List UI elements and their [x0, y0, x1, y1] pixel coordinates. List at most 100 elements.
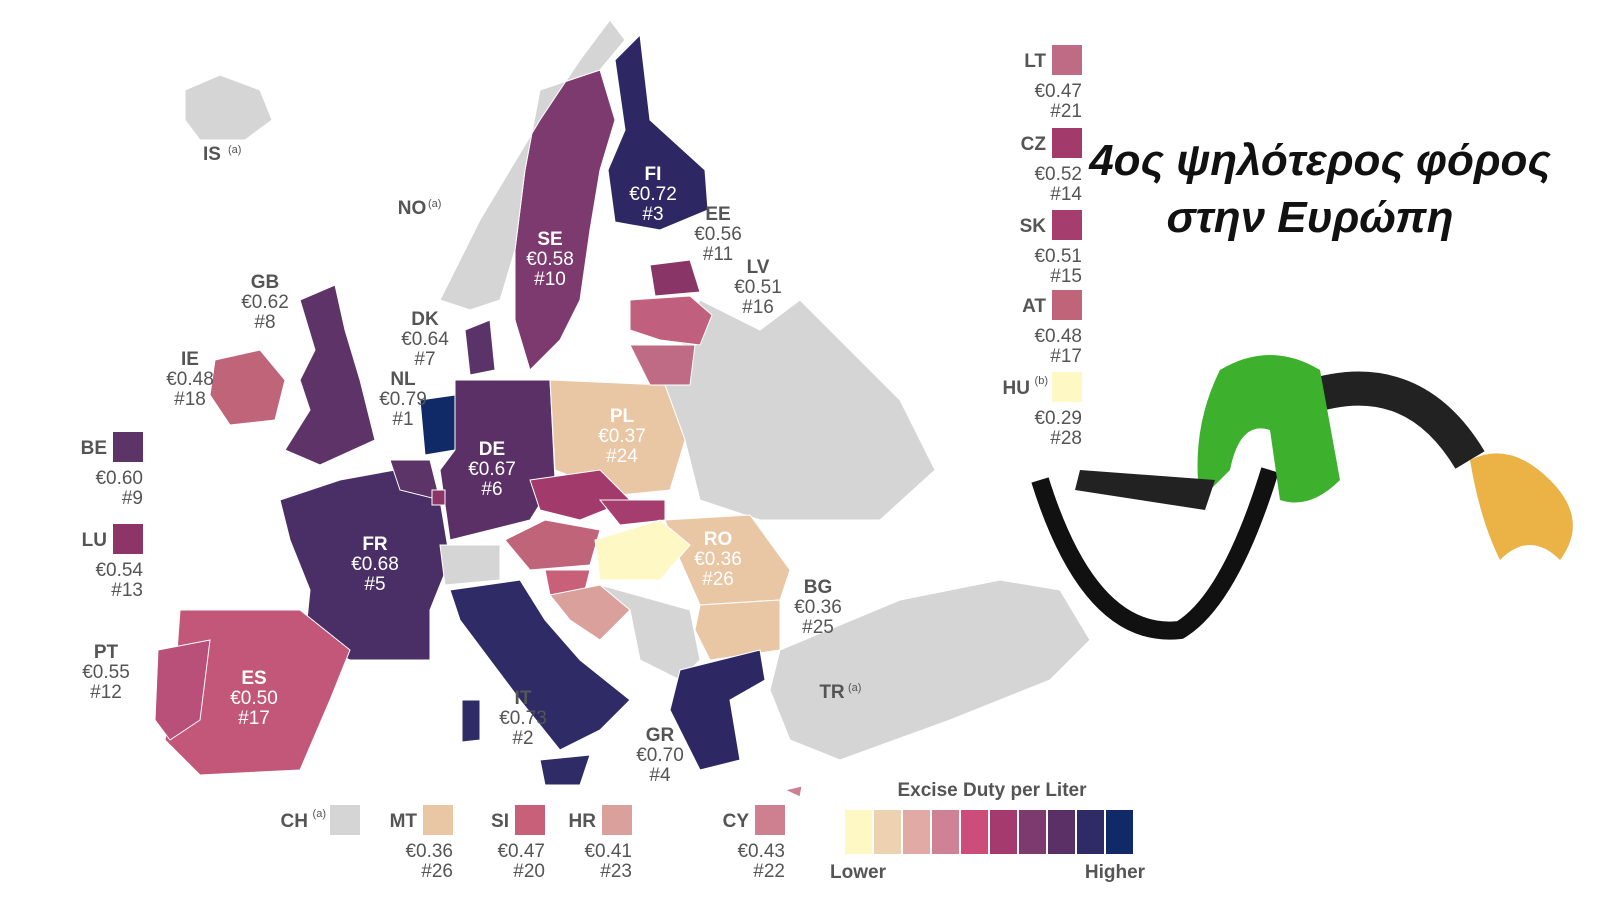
rank: #17 [238, 708, 270, 729]
rank: #22 [753, 861, 785, 882]
rank: #17 [1050, 346, 1082, 367]
legend-swatch [1048, 810, 1075, 854]
country-shape [154, 639, 211, 741]
price: €0.79 [379, 389, 427, 410]
rank: #11 [703, 244, 733, 265]
price: €0.48 [166, 369, 214, 390]
hose [1031, 467, 1279, 640]
country-code: FR [362, 534, 388, 555]
price: €0.54 [95, 560, 143, 581]
rank: #8 [254, 312, 275, 333]
country-shape [598, 499, 666, 526]
price: €0.50 [230, 688, 278, 709]
rank: #18 [174, 389, 206, 410]
country-shape [431, 489, 446, 506]
rank: #4 [649, 765, 671, 786]
price: €0.47 [497, 841, 545, 862]
price: €0.36 [794, 597, 842, 618]
swatch [515, 805, 545, 835]
country-shape [629, 344, 696, 386]
country-code: NL [390, 369, 416, 390]
rank: #16 [742, 297, 774, 318]
price: €0.58 [526, 249, 574, 270]
swatch [1052, 372, 1082, 402]
legend-swatch [1019, 810, 1046, 854]
country-code: TR [819, 682, 845, 703]
rank: #13 [111, 580, 143, 601]
rank: #12 [90, 682, 122, 703]
price: €0.41 [584, 841, 632, 862]
country-note: (a) [428, 198, 441, 210]
country-code: PT [94, 642, 119, 663]
swatch [1052, 290, 1082, 320]
legend-swatch [932, 810, 959, 854]
price: €0.56 [694, 224, 742, 245]
country-shape [529, 469, 631, 521]
country-code: NO [398, 198, 427, 219]
country-code: BG [804, 577, 833, 598]
country-code: MT [390, 811, 418, 832]
country-shape [461, 699, 481, 743]
price: €0.29 [1034, 408, 1082, 429]
rank: #24 [606, 446, 638, 467]
rank: #28 [1050, 428, 1082, 449]
rank: #25 [802, 617, 834, 638]
legend-swatch [845, 810, 872, 854]
rank: #6 [481, 479, 502, 500]
price: €0.47 [1034, 81, 1082, 102]
price: €0.52 [1034, 164, 1082, 185]
swatch [423, 805, 453, 835]
country-code: HU [1003, 378, 1030, 399]
country-code: GR [646, 725, 675, 746]
legend-swatch [1106, 810, 1133, 854]
legend-title: Excise Duty per Liter [897, 780, 1087, 801]
country-code: CH [281, 811, 308, 832]
price: €0.67 [468, 459, 516, 480]
country-shape [783, 785, 803, 798]
legend-swatch [1077, 810, 1104, 854]
swatch [602, 805, 632, 835]
price: €0.36 [694, 549, 742, 570]
country-code: RO [704, 529, 733, 550]
country-code: DE [479, 439, 505, 460]
rank: #26 [702, 569, 734, 590]
rank: #26 [421, 861, 453, 882]
country-code: IT [515, 688, 532, 709]
background-land [599, 299, 936, 681]
country-shape [439, 544, 501, 586]
price: €0.37 [598, 426, 646, 447]
swatch [1052, 128, 1082, 158]
rank: #2 [512, 728, 533, 749]
country-code: CY [723, 811, 750, 832]
country-shape [514, 69, 616, 371]
legend-swatch [990, 810, 1017, 854]
country-code: PL [610, 406, 635, 427]
country-shape [694, 599, 781, 661]
price: €0.43 [737, 841, 785, 862]
country-code: AT [1022, 296, 1046, 317]
price: €0.62 [241, 292, 289, 313]
country-shape [629, 295, 713, 346]
price: €0.72 [629, 184, 677, 205]
swatch [1052, 210, 1082, 240]
country-shape [184, 74, 273, 141]
country-shape [549, 584, 631, 641]
price: €0.64 [401, 329, 449, 350]
rank: #10 [534, 269, 566, 290]
country-code: BE [81, 438, 107, 459]
country-shape [769, 579, 1091, 761]
price: €0.68 [351, 554, 399, 575]
legend-high: Higher [1085, 862, 1146, 883]
country-code: LV [747, 257, 770, 278]
rank: #9 [122, 488, 143, 509]
country-note: (a) [228, 144, 241, 156]
country-shape [464, 319, 496, 376]
country-shape [594, 519, 691, 581]
country-shape [209, 349, 286, 426]
headline: στην Ευρώπη [1167, 193, 1454, 242]
swatch [330, 805, 360, 835]
country-code: EE [705, 204, 730, 225]
price: €0.36 [405, 841, 453, 862]
rank: #23 [600, 861, 632, 882]
